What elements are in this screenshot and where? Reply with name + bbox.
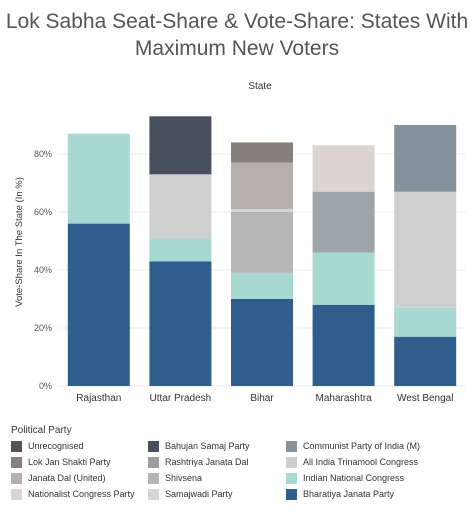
legend-label: Nationalist Congress Party xyxy=(28,489,135,499)
y-tick-label: 60% xyxy=(34,207,52,217)
legend-swatch xyxy=(286,488,297,500)
legend-item: Shivsena xyxy=(148,471,202,485)
x-ticks: Rajasthan Uttar Pradesh Bihar Maharashtra We… xyxy=(76,393,453,404)
bar-segment xyxy=(312,145,375,192)
y-tick-label: 0% xyxy=(39,381,52,391)
bar-segment xyxy=(149,174,212,239)
y-tick-label: 80% xyxy=(34,149,52,159)
legend-swatch xyxy=(148,472,159,484)
legend-label: Bahujan Samaj Party xyxy=(165,441,250,451)
chart-title-line-1: Lok Sabha Seat-Share & Vote-Share: State… xyxy=(5,10,469,33)
y-ticks: 0% 20% 40% 60% 80% xyxy=(34,149,52,391)
legend-label: All India Trinamool Congress xyxy=(303,457,419,467)
x-tick-label: Maharashtra xyxy=(316,393,373,404)
bars xyxy=(67,116,457,386)
legend-swatch xyxy=(11,456,22,468)
legend-item: Janata Dal (United) xyxy=(11,471,106,485)
legend-label: Shivsena xyxy=(165,473,203,483)
legend-item: Rashtriya Janata Dal xyxy=(148,455,249,469)
legend-swatch xyxy=(11,488,22,500)
bar-segment xyxy=(231,142,293,163)
legend-swatch xyxy=(11,440,22,452)
y-tick-label: 20% xyxy=(34,323,52,333)
bar-segment xyxy=(231,209,293,212)
bar-segment xyxy=(231,272,293,299)
legend-label: Lok Jan Shakti Party xyxy=(28,457,111,467)
y-axis-label: Vote-Share In The State (In %) xyxy=(14,177,25,307)
bar-segment xyxy=(394,307,457,337)
x-tick-label: Rajasthan xyxy=(76,393,121,404)
x-tick-label: West Bengal xyxy=(397,393,454,404)
bar-segment xyxy=(67,223,130,386)
legend-label: Bharatiya Janata Party xyxy=(303,489,395,499)
chart-plot: State Vote-Share In The State (In %) 0% 2… xyxy=(14,81,466,404)
legend-label: Communist Party of India (M) xyxy=(303,441,421,451)
legend-label: Unrecognised xyxy=(28,441,84,451)
bar-segment xyxy=(231,162,293,210)
bar-segment xyxy=(67,133,130,224)
bar-segment xyxy=(394,125,457,192)
legend-label: Indian National Congress xyxy=(303,473,405,483)
x-tick-label: Bihar xyxy=(250,393,274,404)
bar-segment xyxy=(312,191,375,253)
chart-title-line-2: Maximum New Voters xyxy=(134,37,340,60)
legend-swatch xyxy=(148,440,159,452)
legend-title: Political Party xyxy=(11,425,72,436)
bar-segment xyxy=(312,252,375,305)
bar-segment xyxy=(394,191,457,308)
bar-segment xyxy=(149,238,212,262)
legend-item: All India Trinamool Congress xyxy=(286,455,418,469)
legend-item: Lok Jan Shakti Party xyxy=(11,455,111,469)
legend-swatch xyxy=(148,456,159,468)
legend-item: Bahujan Samaj Party xyxy=(148,439,250,453)
legend-label: Samajwadi Party xyxy=(165,489,233,499)
column-header: State xyxy=(248,81,272,92)
legend-swatch xyxy=(148,488,159,500)
legend-swatch xyxy=(286,456,297,468)
bar-segment xyxy=(312,304,375,386)
legend-swatch xyxy=(11,472,22,484)
legend-swatch xyxy=(286,440,297,452)
legend-item: Unrecognised xyxy=(11,439,84,453)
legend-item: Indian National Congress xyxy=(286,471,404,485)
legend-item: Samajwadi Party xyxy=(148,487,233,501)
y-tick-label: 40% xyxy=(34,265,52,275)
legend-label: Rashtriya Janata Dal xyxy=(165,457,249,467)
legend-item: Communist Party of India (M) xyxy=(286,439,420,453)
bar-segment xyxy=(394,336,457,386)
legend-item: Bharatiya Janata Party xyxy=(286,487,394,501)
x-tick-label: Uttar Pradesh xyxy=(150,393,212,404)
bar-segment xyxy=(149,261,212,386)
legend-item: Nationalist Congress Party xyxy=(11,487,135,501)
bar-segment xyxy=(231,212,293,273)
legend-swatch xyxy=(286,472,297,484)
bar-segment xyxy=(231,299,293,386)
legend-label: Janata Dal (United) xyxy=(28,473,106,483)
bar-segment xyxy=(149,116,212,175)
